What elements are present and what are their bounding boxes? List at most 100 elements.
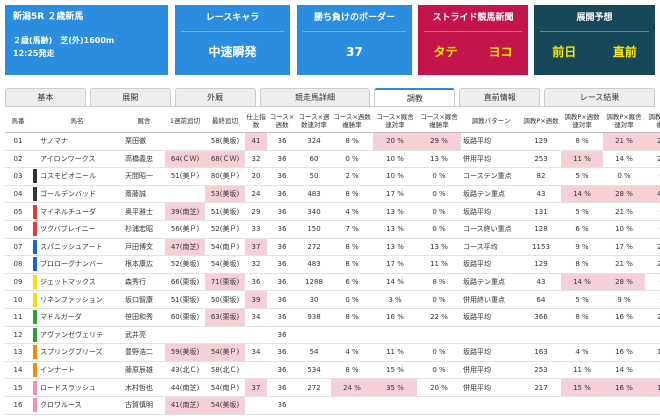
frame-stripe: [33, 204, 37, 219]
frame-stripe: [33, 275, 37, 290]
frame-stripe: [33, 310, 37, 325]
cell-text: 29 %: [430, 137, 448, 146]
tab[interactable]: 展開: [89, 88, 171, 106]
column-header: 調教P×厩舎複勝率: [645, 110, 660, 133]
cell-text: 7 %: [345, 225, 359, 234]
frame-stripe: [33, 363, 37, 378]
cell-text: 129: [534, 137, 548, 146]
column-header: コース×厩舎連対率: [373, 110, 417, 133]
cell: [165, 185, 205, 204]
cell: 36: [267, 150, 297, 169]
horse-name: アヴァンゼヴェリテ: [40, 330, 103, 339]
cell: [373, 326, 417, 345]
cell: 森秀行: [123, 273, 165, 292]
cell: [521, 326, 561, 345]
cell: 杉浦宏昭: [123, 220, 165, 239]
tab[interactable]: 直前情報: [459, 88, 541, 106]
cell-text: 17 %: [386, 190, 404, 199]
cell: 44 %: [645, 185, 660, 204]
cell: [373, 396, 417, 415]
cell-text: 斎藤誠: [125, 190, 146, 199]
horse-row: 14 インナート 藤原辰雄 43(北Ｃ) 58(北Ｃ) 36 534 8 % 15 % 0 % 併用…: [5, 361, 660, 380]
cell: 36: [267, 255, 297, 274]
cell: 52(美Ｐ): [205, 220, 245, 239]
cell: 13 %: [373, 202, 417, 221]
horse-name: アイロンワークス: [40, 154, 96, 163]
cell-text: 33: [251, 225, 261, 234]
cell-text: 9 %: [575, 242, 589, 251]
cell: 52(美坂): [165, 255, 205, 274]
cell: コーステン重点: [461, 167, 521, 186]
cell: ツクバブレイニー: [31, 220, 123, 239]
cell-text: 54(美坂): [210, 401, 240, 410]
cell: [645, 326, 660, 345]
frame-stripe: [33, 222, 37, 237]
cell-text: 07: [13, 242, 23, 251]
cell-text: 武井亮: [125, 330, 146, 339]
cell-text: 13 %: [386, 242, 404, 251]
cell-text: 150: [307, 225, 321, 234]
cell: 11 %: [561, 361, 603, 380]
card-title: ストライド競馬新聞: [424, 5, 522, 32]
cell: 43: [521, 185, 561, 204]
cell-text: 36: [277, 366, 287, 375]
info-card: 展開予想 前日 直前: [534, 5, 655, 75]
header-row: 馬番 馬名 厩舎 1週前追切 最終追切 仕上指数 コース×週数 コース×週数連対率 コース×週数…: [5, 110, 660, 133]
cell-text: 8 %: [345, 366, 359, 375]
cell-text: コーステン重点: [463, 172, 512, 181]
cell: 坂路平均: [461, 132, 521, 151]
cell: 13 %: [373, 238, 417, 257]
cell: 05: [5, 202, 31, 221]
cell: 340: [297, 202, 331, 221]
cell-text: 15: [13, 383, 23, 392]
cell: 5 %: [561, 202, 603, 221]
tab[interactable]: 調教: [374, 88, 456, 106]
tabs: 基本 展開 外厩 競走馬詳細 調教 直前情報 レース結果: [5, 88, 656, 107]
cell: 39(南芝): [165, 202, 205, 221]
cell-text: 8 %: [345, 242, 359, 251]
tab[interactable]: 外厩: [174, 88, 256, 106]
horse-row: 05 マイネルチューダ 奥平雅士 39(南芝) 51(美坂) 29 36 340 4 % 13 %…: [5, 202, 660, 221]
cell: 29 %: [417, 132, 461, 151]
cell-text: 938: [307, 313, 321, 322]
cell: 5 %: [561, 167, 603, 186]
cell-text: 39: [251, 295, 261, 304]
cell: 60(栗坂): [165, 308, 205, 327]
cell: 08: [5, 255, 31, 274]
cell: 36: [267, 167, 297, 186]
cell-text: 44 %: [657, 190, 660, 198]
cell-text: 8 %: [575, 137, 589, 146]
cell: 54(南Ｐ): [205, 378, 245, 397]
cell: 36: [267, 326, 297, 345]
cell-text: 64(ＣＷ): [170, 154, 200, 163]
cell: ロードスラッシュ: [31, 378, 123, 397]
cell: 54(美坂): [205, 396, 245, 415]
cell: 36: [267, 238, 297, 257]
cell: 0 %: [417, 220, 461, 239]
cell: 82: [521, 167, 561, 186]
tab[interactable]: レース結果: [544, 88, 656, 106]
cell-text: 28 %: [615, 190, 633, 199]
cell-text: 8 %: [345, 137, 359, 146]
cell-text: 坂路平均: [463, 137, 491, 146]
cell: 0 %: [417, 202, 461, 221]
cell: 36: [267, 378, 297, 397]
cell-text: 54: [309, 348, 319, 357]
tab[interactable]: 競走馬詳細: [259, 88, 371, 106]
cell: 20 %: [645, 238, 660, 257]
cell-text: 129: [534, 260, 548, 269]
cell: 51(栗坂): [165, 290, 205, 309]
cell-text: 483: [307, 190, 321, 199]
cell: コスモビオニール: [31, 167, 123, 186]
cell: 8 %: [331, 361, 373, 380]
cell-text: 20: [251, 172, 261, 181]
cell: 09: [5, 273, 31, 292]
tab[interactable]: 基本: [5, 88, 86, 106]
cell: 36: [267, 202, 297, 221]
cell: 534: [297, 361, 331, 380]
cell-text: 6 %: [345, 278, 359, 287]
race-name: 新潟5R ２歳新馬: [13, 12, 84, 22]
cell-text: 483: [307, 260, 321, 269]
cell: 8 %: [331, 238, 373, 257]
cell: 8 %: [331, 132, 373, 151]
